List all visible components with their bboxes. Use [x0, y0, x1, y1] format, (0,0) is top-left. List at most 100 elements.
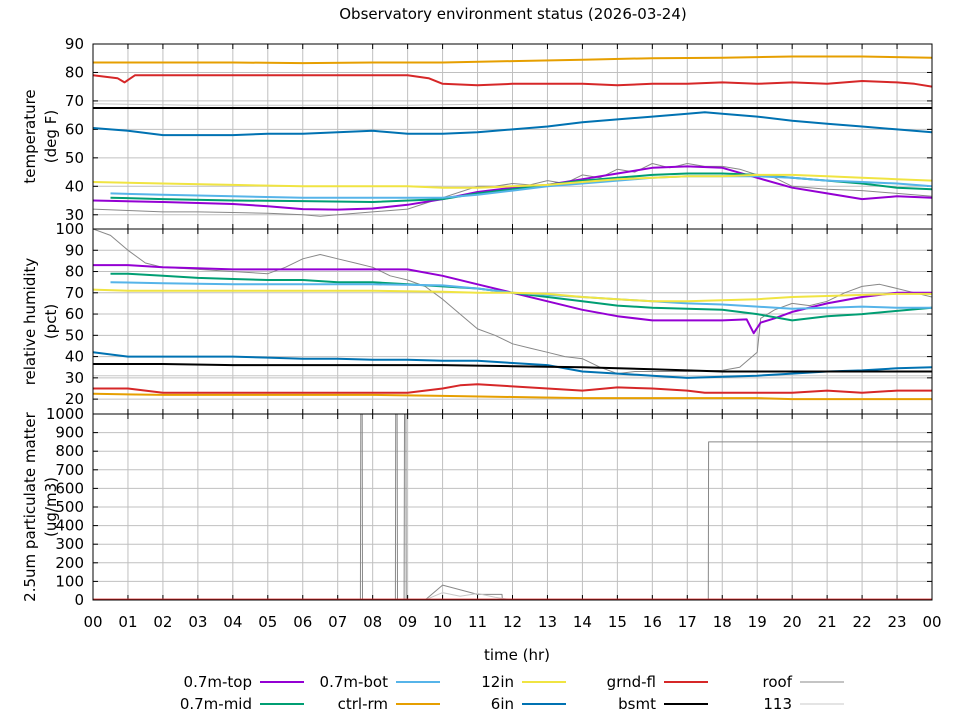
legend-label: 0.7m-bot	[320, 673, 389, 691]
legend-item: roof	[763, 673, 844, 691]
series-line-ctrl-rm	[93, 55, 932, 65]
legend-label: 0.7m-top	[184, 673, 252, 691]
y-tick-label: 600	[55, 479, 84, 497]
series-line-grnd-fl	[93, 383, 932, 394]
x-tick-label: 00	[922, 613, 941, 631]
series-line-6in	[93, 111, 932, 137]
series-line-bsmt	[93, 363, 932, 373]
legend-item: grnd-fl	[607, 673, 708, 691]
legend-item: ctrl-rm	[338, 695, 440, 713]
series-group	[93, 229, 932, 401]
x-tick-label: 08	[363, 613, 382, 631]
x-tick-label: 15	[608, 613, 627, 631]
x-tick-label: 21	[818, 613, 837, 631]
y-tick-label: 90	[65, 35, 84, 53]
y-tick-label: 40	[65, 177, 84, 195]
legend-item: 0.7m-mid	[180, 695, 304, 713]
x-tick-label: 13	[538, 613, 557, 631]
x-axis-title: time (hr)	[484, 646, 550, 664]
legend-label: grnd-fl	[607, 673, 656, 691]
series-line-roof	[93, 229, 932, 375]
x-tick-label: 20	[783, 613, 802, 631]
x-axis: 00 01 02 03 04 05 06 07 08 09 10 11 12 13 14 15 16 17 18 19…	[83, 613, 941, 631]
y-tick-label: 100	[55, 572, 84, 590]
y-axis-unit: (ug/m3)	[42, 477, 60, 537]
y-axis-unit: (deg F)	[42, 110, 60, 163]
x-tick-label: 19	[748, 613, 767, 631]
series-line-0.7m-bot	[110, 175, 932, 199]
legend-item: 12in	[481, 673, 566, 691]
y-tick-label: 60	[65, 120, 84, 138]
legend-item: 0.7m-bot	[320, 673, 440, 691]
x-tick-label: 05	[258, 613, 277, 631]
y-tick-label: 0	[74, 591, 84, 609]
x-tick-label: 23	[887, 613, 906, 631]
legend-label: 6in	[491, 695, 514, 713]
legend-label: bsmt	[618, 695, 656, 713]
y-tick-label: 900	[55, 424, 84, 442]
x-tick-label: 17	[678, 613, 697, 631]
x-tick-label: 02	[153, 613, 172, 631]
y-tick-label: 30	[65, 206, 84, 224]
y-tick-label: 30	[65, 369, 84, 387]
y-tick-label: 80	[65, 63, 84, 81]
panel-1: 30 40 50 60 70 80 90 temperature (deg F)	[21, 35, 933, 230]
series-line-0.7m-top	[93, 264, 932, 335]
x-tick-label: 22	[853, 613, 872, 631]
legend-label: 113	[763, 695, 792, 713]
series-line-grnd-fl	[93, 74, 932, 88]
y-tick-label: 200	[55, 554, 84, 572]
panel-frame	[92, 413, 933, 601]
y-tick-label: 50	[65, 149, 84, 167]
y-tick-label: 60	[65, 305, 84, 323]
y-tick-label: 80	[65, 263, 84, 281]
series-line-ctrl-rm	[93, 392, 932, 401]
x-tick-label: 10	[433, 613, 452, 631]
x-tick-label: 06	[293, 613, 312, 631]
y-tick-label: 300	[55, 535, 84, 553]
legend-label: 0.7m-mid	[180, 695, 252, 713]
series-line-113	[93, 103, 932, 106]
y-tick-label: 800	[55, 442, 84, 460]
series-line-12in	[93, 173, 932, 189]
y-axis-title: temperature	[21, 89, 39, 183]
x-tick-label: 01	[118, 613, 137, 631]
x-tick-label: 12	[503, 613, 522, 631]
legend: 0.7m-top 0.7m-bot 12in grnd-fl roof 0.7m-mid c…	[180, 673, 844, 713]
y-tick-label: 1000	[46, 405, 84, 423]
y-axis-title: relative humidity	[21, 258, 39, 386]
legend-label: roof	[763, 673, 793, 691]
y-tick-label: 700	[55, 461, 84, 479]
panel-2: 20 30 40 50 60 70 80 90 100 relative humidity (pct…	[21, 220, 933, 415]
y-tick-label: 70	[65, 284, 84, 302]
x-tick-label: 09	[398, 613, 417, 631]
x-tick-label: 16	[643, 613, 662, 631]
x-tick-label: 04	[223, 613, 242, 631]
y-tick-label: 500	[55, 498, 84, 516]
x-tick-label: 07	[328, 613, 347, 631]
x-tick-label: 00	[83, 613, 102, 631]
chart-title: Observatory environment status (2026-03-…	[339, 5, 687, 23]
x-tick-label: 11	[468, 613, 487, 631]
legend-item: bsmt	[618, 695, 708, 713]
y-tick-label: 100	[55, 220, 84, 238]
y-tick-label: 20	[65, 390, 84, 408]
y-axis-title: 2.5um particulate matter	[21, 411, 39, 601]
y-tick-label: 40	[65, 348, 84, 366]
panels-layer: 30 40 50 60 70 80 90 temperature (deg F) 20 30 40 50…	[21, 35, 933, 609]
x-tick-label: 18	[713, 613, 732, 631]
series-line-12in	[93, 288, 932, 303]
legend-item: 6in	[491, 695, 566, 713]
y-tick-label: 400	[55, 517, 84, 535]
x-tick-label: 14	[573, 613, 592, 631]
series-line-6in	[93, 351, 932, 379]
legend-item: 113	[763, 695, 844, 713]
y-tick-label: 70	[65, 92, 84, 110]
series-group	[93, 55, 932, 217]
y-tick-label: 50	[65, 326, 84, 344]
x-tick-label: 03	[188, 613, 207, 631]
y-tick-label: 90	[65, 241, 84, 259]
